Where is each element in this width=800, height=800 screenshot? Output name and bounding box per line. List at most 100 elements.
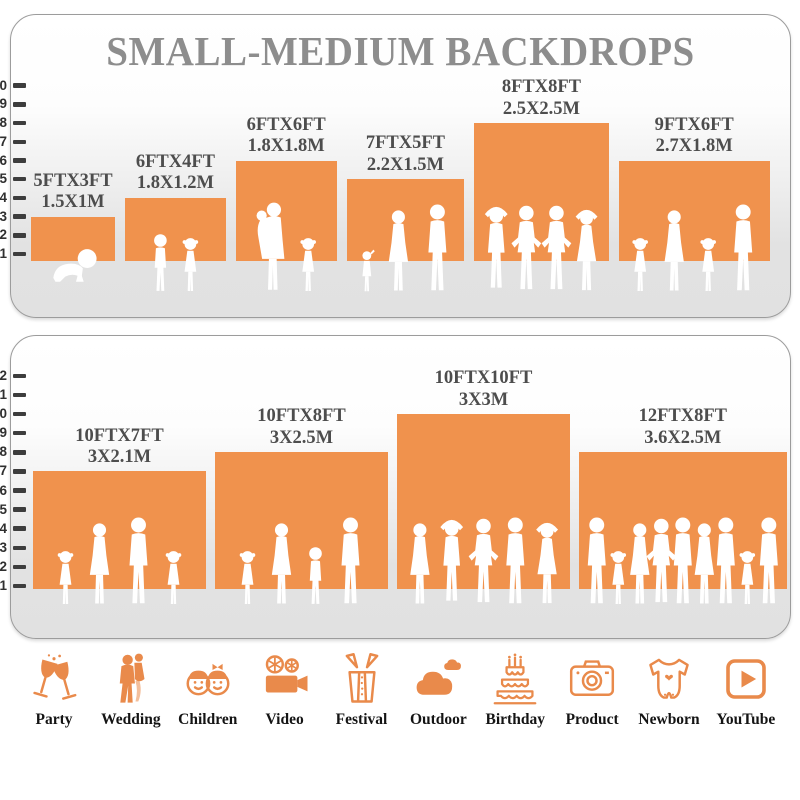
bar-size-feet: 5FTX3FT: [33, 170, 113, 191]
birthday-icon: [493, 653, 537, 705]
y-axis-tick-label: 5: [0, 171, 7, 187]
y-axis-tick-mark: [13, 507, 26, 512]
girl-silhouette: [300, 238, 316, 292]
y-axis-tick-mark: [13, 564, 26, 570]
bar-size-feet: 7FTX5FT: [365, 133, 445, 154]
y-axis-tick-mark: [13, 139, 26, 145]
y-axis-tick-label: 4: [0, 520, 7, 536]
y-axis-tick-mark: [13, 373, 26, 379]
panel-small-medium-chart: SMALL-MEDIUM BACKDROPS 1 2 3 4 5 6 7 8 9 10 5FTX3F…: [0, 14, 791, 318]
category-label: Wedding: [101, 711, 161, 728]
category-label: Party: [35, 711, 73, 728]
baby-silhouette: [53, 249, 97, 282]
y-axis-tick-mark: [13, 430, 26, 436]
bar-size-label: 5FTX3FT 1.5X1M: [33, 171, 112, 214]
y-axis-tick-mark: [13, 251, 26, 257]
bar-size-label: 8FTX8FT 2.5X2.5M: [502, 77, 581, 120]
toddler-silhouette: [362, 249, 375, 292]
man-akimbo-silhouette: [541, 205, 572, 290]
bar-size-label: 10FTX7FT 3X2.1M: [75, 426, 163, 469]
bar-size-feet: 8FTX8FT: [501, 77, 581, 98]
category-birthday: Birthday: [481, 652, 549, 729]
bar-size-feet: 6FTX6FT: [246, 114, 326, 135]
category-festival: Festival: [328, 652, 396, 729]
y-axis-tick-mark: [13, 176, 26, 182]
outdoor-icon: [417, 659, 462, 695]
bar-size-label: 9FTX6FT 2.7X1.8M: [655, 115, 734, 158]
category-party: Party: [20, 652, 88, 729]
category-label: Festival: [335, 711, 388, 728]
girl-silhouette: [182, 238, 199, 292]
girl-silhouette: [632, 238, 648, 292]
bar-size-meters: 2.5X2.5M: [502, 98, 580, 119]
y-axis-tick-label: 2: [0, 227, 7, 243]
y-axis-tick-mark: [13, 488, 26, 493]
man-akimbo-silhouette: [468, 518, 499, 603]
man-silhouette: [341, 517, 360, 604]
page-title: SMALL-MEDIUM BACKDROPS: [106, 28, 695, 75]
bar-size-meters: 3X3M: [458, 389, 509, 410]
category-video: Video: [251, 652, 319, 729]
bar-size-meters: 1.8X1.8M: [247, 136, 325, 157]
category-outdoor: Outdoor: [404, 652, 472, 729]
party-icon: [33, 654, 77, 700]
y-axis-tick-mark: [13, 526, 26, 531]
y-axis-tick-label: 1: [0, 578, 7, 593]
man-hands-head-silhouette: [440, 519, 464, 601]
woman-silhouette: [664, 210, 684, 291]
bar-size-meters: 2.7X1.8M: [655, 136, 733, 157]
y-axis-tick-label: 6: [0, 482, 7, 498]
y-axis-tick-mark: [13, 545, 26, 551]
backdrop-bar-6ftx4ft: [125, 197, 226, 261]
category-label: YouTube: [716, 711, 776, 728]
bar-size-meters: 1.8X1.2M: [136, 173, 214, 194]
category-label: Birthday: [485, 711, 545, 728]
y-axis-tick-mark: [13, 469, 26, 474]
man-silhouette: [506, 517, 525, 604]
panel-medium-large-chart: 12345678910111210FTX7FT3X2.1M10FTX8FT3X2…: [0, 335, 791, 639]
category-label: Product: [565, 711, 619, 728]
y-axis-tick-label: 10: [0, 406, 7, 422]
y-axis-tick-mark: [13, 411, 26, 417]
y-axis-tick-label: 4: [0, 189, 7, 205]
bar-size-label: 6FTX6FT 1.8X1.8M: [247, 115, 326, 158]
newborn-icon: [649, 658, 689, 699]
category-youtube: YouTube: [712, 652, 780, 729]
y-axis-tick-label: 8: [0, 444, 7, 460]
man-silhouette: [673, 517, 692, 604]
y-axis-tick-label: 8: [0, 115, 7, 131]
y-axis-tick-mark: [13, 233, 26, 238]
bar-size-meters: 3X2.1M: [87, 446, 152, 467]
boy-silhouette: [309, 547, 322, 604]
girl-silhouette: [57, 551, 74, 605]
y-axis-tick-label: 3: [0, 208, 7, 224]
y-axis-tick-mark: [13, 450, 26, 455]
category-label: Video: [265, 711, 304, 728]
y-axis-tick-mark: [13, 120, 26, 126]
girl-silhouette: [739, 551, 756, 605]
people-silhouettes-layer: [57, 517, 778, 605]
bar-size-label: 6FTX4FT 1.8X1.2M: [136, 152, 215, 195]
woman-silhouette: [89, 523, 110, 604]
y-axis-tick-label: 9: [0, 425, 7, 441]
y-axis-tick-mark: [13, 158, 26, 163]
y-axis-tick-label: 6: [0, 152, 7, 168]
woman-silhouette: [630, 523, 650, 604]
backdrop-bar-5ftx3ft: [31, 216, 115, 261]
y-axis-tick-mark: [13, 195, 26, 201]
bar-size-feet: 10FTX8FT: [257, 406, 346, 427]
y-axis-tick-label: 7: [0, 463, 7, 479]
man-silhouette: [129, 517, 148, 604]
y-axis-tick-label: 1: [0, 246, 7, 261]
youtube-icon: [726, 659, 766, 699]
bar-size-label: 7FTX5FT 2.2X1.5M: [366, 133, 445, 176]
bar-size-meters: 2.2X1.5M: [366, 154, 444, 175]
woman-hands-head-silhouette: [575, 209, 598, 291]
y-axis-tick-label: 5: [0, 501, 7, 517]
girl-silhouette: [700, 238, 716, 292]
man-silhouette: [716, 517, 735, 604]
bar-size-label: 12FTX8FT 3.6X2.5M: [639, 406, 727, 449]
category-wedding: Wedding: [97, 652, 165, 729]
man-hands-head-silhouette: [484, 206, 508, 288]
